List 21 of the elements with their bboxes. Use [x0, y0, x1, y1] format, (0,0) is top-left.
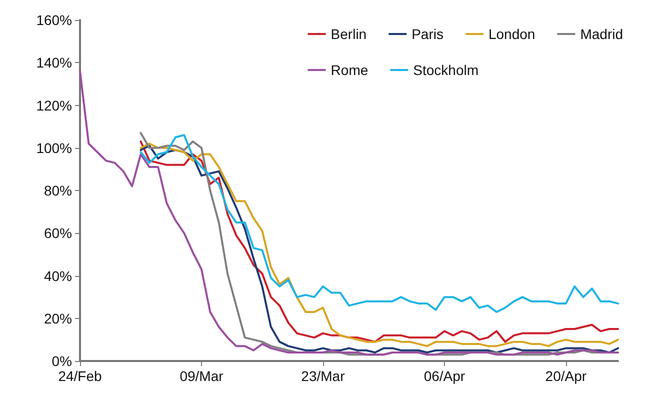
y-tick-label: 40% [44, 268, 72, 284]
y-tick-label: 120% [36, 97, 72, 114]
legend-label: Paris [412, 26, 444, 42]
y-tick-label: 140% [36, 54, 72, 71]
x-tick-label: 23/Mar [301, 368, 346, 384]
x-tick-label: 06/Apr [424, 368, 466, 384]
y-tick-label: 100% [36, 140, 72, 156]
y-tick-label: 160% [36, 12, 72, 28]
y-tick-label: 20% [44, 310, 72, 326]
legend-label: Madrid [580, 26, 624, 42]
line-series [140, 134, 619, 313]
x-tick-label: 24/Feb [58, 368, 102, 384]
x-tick-label: 20/Apr [545, 368, 587, 384]
legend-label: London [488, 26, 536, 42]
y-tick-label: 80% [44, 182, 72, 198]
y-tick-label: 60% [44, 225, 72, 242]
legend-label: Stockholm [413, 62, 479, 78]
legend-label: Berlin [330, 26, 367, 42]
y-tick-label: 0% [52, 353, 72, 369]
x-tick-label: 09/Mar [180, 368, 224, 384]
legend-label: Rome [330, 62, 368, 78]
